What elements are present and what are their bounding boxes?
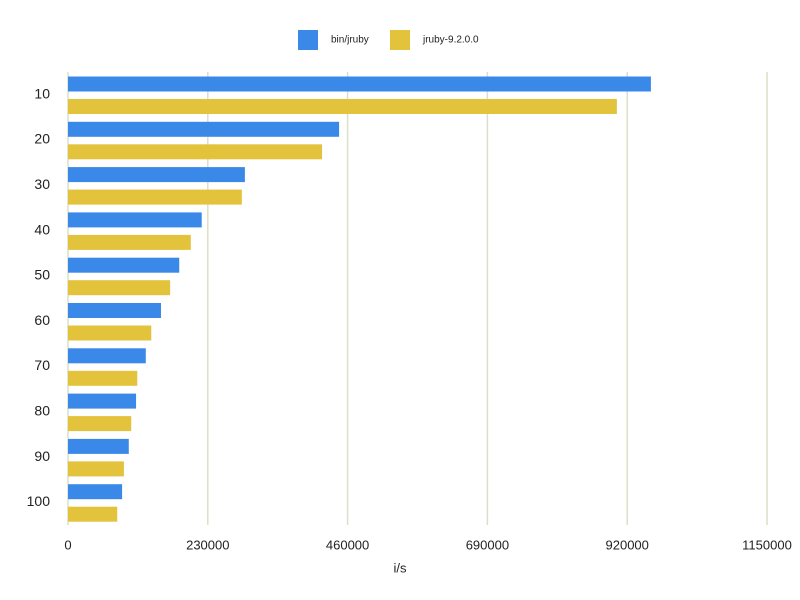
bar: [68, 393, 137, 409]
bar: [68, 484, 123, 500]
bar: [68, 461, 124, 477]
bar: [68, 348, 146, 364]
y-tick-label: 100: [27, 493, 51, 509]
bar: [68, 506, 118, 522]
bar: [68, 257, 180, 273]
y-tick-label: 50: [34, 267, 50, 283]
y-tick-label: 70: [34, 357, 50, 373]
bar: [68, 212, 202, 228]
bar: [68, 370, 138, 386]
bar: [68, 76, 651, 92]
y-tick-label: 80: [34, 402, 50, 418]
bar: [68, 280, 171, 296]
x-axis-label: i/s: [394, 560, 408, 575]
legend-label: jruby-9.2.0.0: [422, 35, 479, 46]
x-tick-label: 920000: [606, 537, 649, 552]
bar: [68, 189, 242, 205]
legend-swatch: [390, 30, 410, 50]
bar: [68, 144, 323, 160]
x-tick-label: 460000: [326, 537, 369, 552]
bar: [68, 234, 191, 250]
legend-label: bin/jruby: [331, 35, 369, 46]
bar: [68, 438, 129, 454]
y-tick-label: 90: [34, 448, 50, 464]
bar: [68, 325, 152, 341]
x-tick-label: 230000: [186, 537, 229, 552]
bar: [68, 167, 245, 183]
y-tick-label: 10: [34, 85, 50, 101]
y-tick-label: 30: [34, 176, 50, 192]
y-tick-label: 60: [34, 312, 50, 328]
x-tick-label: 1150000: [742, 537, 792, 552]
y-tick-label: 40: [34, 221, 50, 237]
y-tick-label: 20: [34, 131, 50, 147]
x-tick-label: 0: [64, 537, 71, 552]
legend-swatch: [298, 30, 318, 50]
bar: [68, 416, 132, 432]
bar: [68, 99, 617, 114]
x-tick-label: 690000: [466, 537, 509, 552]
bar: [68, 303, 161, 318]
bar: [68, 121, 340, 137]
